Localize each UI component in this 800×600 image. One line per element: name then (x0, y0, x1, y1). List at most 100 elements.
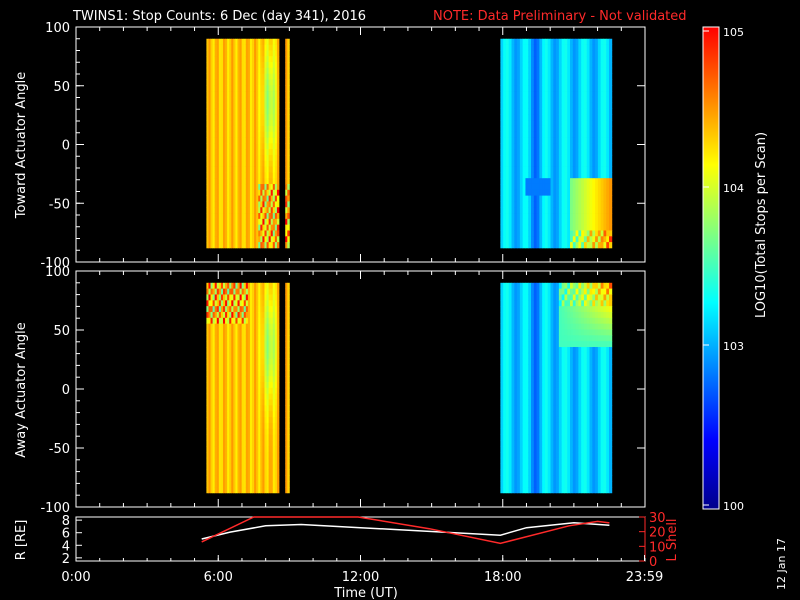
heatmap-cell (220, 213, 224, 220)
heatmap-cell (268, 457, 272, 465)
heatmap-cell (609, 195, 613, 202)
heatmap-cell (241, 411, 245, 418)
heatmap-cell (212, 183, 216, 191)
heatmap-cell (252, 56, 255, 63)
heatmap-cell (272, 399, 276, 406)
heatmap-cell (206, 335, 209, 342)
heatmap-cell (239, 224, 243, 231)
heatmap-cell (237, 91, 240, 98)
heatmap-cell (256, 125, 259, 133)
heatmap-cell (233, 189, 236, 197)
heatmap-cell (533, 422, 537, 430)
heatmap-cell (218, 428, 222, 435)
heatmap-cell (511, 189, 515, 197)
heatmap-cell (600, 38, 604, 45)
heatmap-cell (531, 381, 535, 389)
heatmap-cell (556, 44, 560, 51)
heatmap-cell (533, 393, 537, 400)
heatmap-cell (270, 434, 274, 441)
heatmap-cell (266, 178, 270, 185)
heatmap-cell (525, 166, 529, 173)
heatmap-cell (210, 85, 214, 92)
heatmap-cell (258, 463, 261, 470)
heatmap-cell (503, 125, 507, 133)
heatmap-cell (243, 399, 247, 406)
heatmap-cell (514, 213, 518, 220)
heatmap-cell (553, 96, 557, 104)
heatmap-cell (542, 346, 546, 354)
heatmap-cell (287, 323, 290, 330)
heatmap-cell (542, 475, 546, 482)
heatmap-cell (592, 125, 596, 133)
heatmap-cell (274, 381, 278, 389)
heatmap-cell (216, 405, 220, 412)
heatmap-cell (539, 440, 543, 447)
heatmap-cell (514, 183, 518, 191)
heatmap-cell (525, 154, 529, 162)
heatmap-cell (531, 463, 535, 470)
heatmap-cell (258, 416, 261, 424)
heatmap-cell (519, 346, 524, 354)
heatmap-cell (525, 311, 529, 319)
heatmap-cell (285, 230, 288, 237)
heatmap-cell (528, 311, 532, 319)
heatmap-cell (581, 91, 585, 98)
heatmap-cell (266, 440, 270, 447)
heatmap-cell (235, 282, 238, 290)
heatmap-cell (547, 201, 551, 208)
heatmap-cell (208, 102, 211, 109)
heatmap-cell (558, 463, 563, 470)
heatmap-cell (553, 137, 557, 144)
heatmap-cell (241, 154, 245, 162)
heatmap-cell (589, 102, 593, 109)
heatmap-cell (508, 143, 512, 150)
heatmap-cell (558, 67, 563, 75)
heatmap-cell (243, 61, 247, 69)
heatmap-cell (214, 405, 218, 412)
heatmap-cell (272, 218, 276, 226)
heatmap-cell (276, 440, 280, 447)
heatmap-cell (500, 236, 504, 243)
heatmap-cell (241, 166, 245, 173)
heatmap-cell (561, 91, 565, 98)
heatmap-cell (218, 288, 222, 295)
heatmap-cell (208, 370, 211, 377)
heatmap-cell (274, 428, 278, 435)
heatmap-cell (233, 236, 236, 243)
heatmap-cell (503, 341, 507, 348)
heatmap-cell (229, 230, 232, 237)
heatmap-cell (214, 172, 218, 179)
heatmap-cell (503, 230, 507, 237)
heatmap-cell (544, 189, 549, 197)
heatmap-cell (220, 38, 224, 45)
heatmap-cell (544, 317, 549, 325)
heatmap-cell (231, 125, 234, 133)
heatmap-cell (268, 189, 272, 197)
heatmap-cell (572, 96, 576, 104)
heatmap-cell (553, 38, 557, 45)
heatmap-cell (245, 154, 249, 162)
heatmap-cell (233, 487, 236, 494)
heatmap-cell (247, 218, 251, 226)
heatmap-cell (239, 218, 243, 226)
heatmap-cell (262, 282, 265, 290)
heatmap-cell (505, 207, 510, 214)
heatmap-cell (533, 381, 537, 389)
heatmap-cell (220, 306, 224, 313)
heatmap-cell (235, 183, 238, 191)
heatmap-cell (245, 352, 249, 360)
heatmap-cell (600, 102, 604, 109)
heatmap-cell (247, 311, 251, 319)
heatmap-cell (575, 44, 579, 51)
heatmap-cell (258, 108, 261, 115)
heatmap-cell (528, 317, 532, 325)
heatmap-cell (206, 230, 209, 237)
heatmap-cell (268, 393, 272, 400)
heatmap-cell (500, 381, 504, 389)
heatmap-cell (511, 114, 515, 121)
heatmap-cell (517, 154, 521, 162)
heatmap-cell (511, 160, 515, 167)
heatmap-cell (258, 160, 261, 167)
heatmap-cell (556, 114, 560, 121)
heatmap-cell (225, 224, 228, 231)
